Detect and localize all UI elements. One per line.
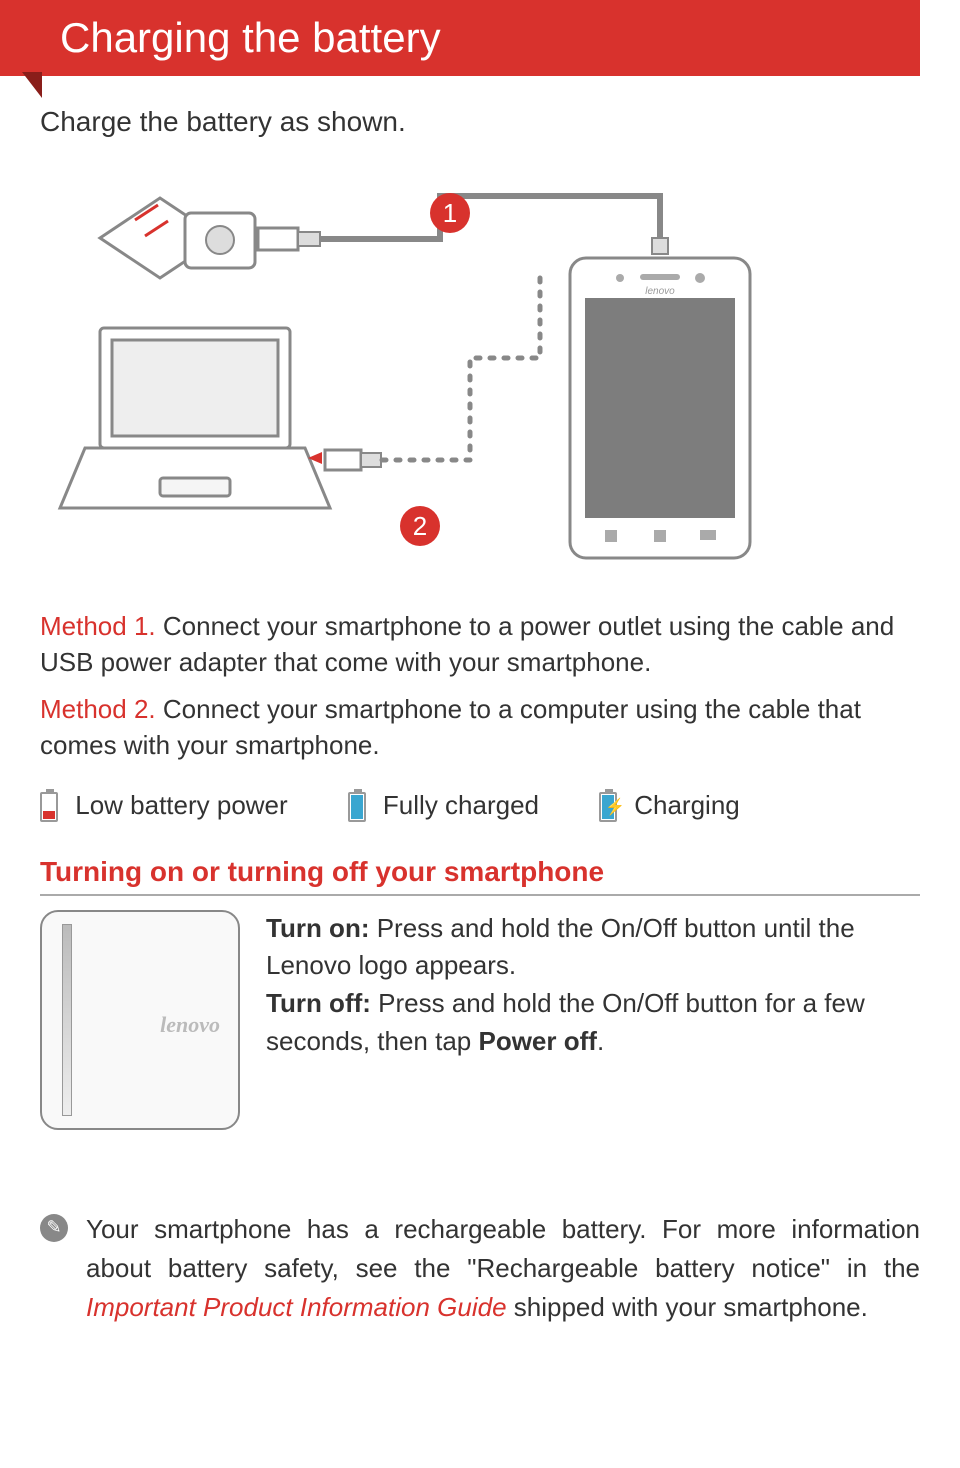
battery-low-item: Low battery power bbox=[40, 790, 288, 822]
note-text: Your smartphone has a rechargeable batte… bbox=[86, 1210, 920, 1327]
note-text-2: shipped with your smartphone. bbox=[507, 1292, 868, 1322]
method-2-label: Method 2. bbox=[40, 694, 156, 724]
note-icon: ✎ bbox=[40, 1214, 68, 1242]
turn-off-label: Turn off: bbox=[266, 988, 371, 1018]
diagram-badge-2: 2 bbox=[413, 511, 427, 541]
battery-charging-icon: ⚡ bbox=[599, 792, 617, 822]
turn-section: lenovo Turn on: Press and hold the On/Of… bbox=[40, 910, 920, 1130]
page-banner: Charging the battery bbox=[0, 0, 920, 76]
lenovo-logo: lenovo bbox=[160, 1012, 220, 1038]
turn-off-bold: Power off bbox=[478, 1026, 596, 1056]
battery-full-label: Fully charged bbox=[383, 790, 539, 820]
battery-legend: Low battery power Fully charged ⚡ Chargi… bbox=[40, 790, 920, 822]
note-row: ✎ Your smartphone has a rechargeable bat… bbox=[40, 1210, 920, 1327]
diagram-badge-1: 1 bbox=[443, 198, 457, 228]
turn-instructions: Turn on: Press and hold the On/Off butto… bbox=[266, 910, 920, 1130]
banner-tail bbox=[22, 72, 42, 98]
intro-text: Charge the battery as shown. bbox=[40, 106, 920, 138]
charging-diagram: 1 2 bbox=[40, 158, 920, 578]
phone-thumbnail: lenovo bbox=[40, 910, 240, 1130]
battery-low-icon bbox=[40, 792, 58, 822]
battery-full-item: Fully charged bbox=[348, 790, 539, 822]
method-1-text: Connect your smartphone to a power outle… bbox=[40, 611, 894, 677]
note-em: Important Product Information Guide bbox=[86, 1292, 507, 1322]
divider bbox=[40, 894, 920, 896]
battery-low-label: Low battery power bbox=[75, 790, 287, 820]
svg-text:lenovo: lenovo bbox=[645, 286, 675, 297]
note-text-1: Your smartphone has a rechargeable batte… bbox=[86, 1214, 920, 1283]
method-1-label: Method 1. bbox=[40, 611, 156, 641]
turn-off-text-2: . bbox=[597, 1026, 604, 1056]
battery-charging-item: ⚡ Charging bbox=[599, 790, 740, 822]
method-1: Method 1. Connect your smartphone to a p… bbox=[40, 608, 920, 681]
section-heading: Turning on or turning off your smartphon… bbox=[40, 856, 920, 888]
method-2: Method 2. Connect your smartphone to a c… bbox=[40, 691, 920, 764]
battery-charging-label: Charging bbox=[634, 790, 740, 820]
battery-full-icon bbox=[348, 792, 366, 822]
turn-on-label: Turn on: bbox=[266, 913, 369, 943]
method-2-text: Connect your smartphone to a computer us… bbox=[40, 694, 861, 760]
page-title: Charging the battery bbox=[60, 14, 441, 61]
